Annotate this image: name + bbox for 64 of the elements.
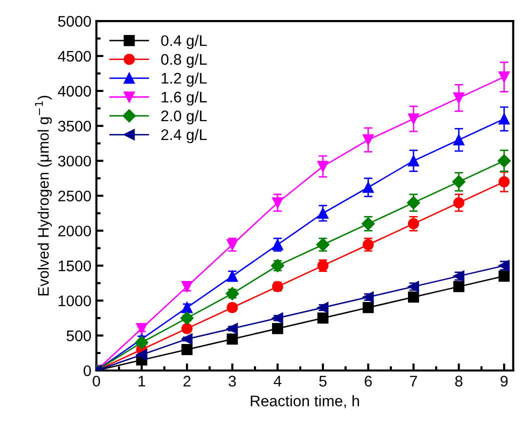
point [408, 292, 420, 303]
point [498, 270, 510, 282]
point [181, 302, 193, 314]
point [181, 333, 193, 345]
x-tick-label: 5 [319, 376, 327, 387]
point [453, 134, 464, 146]
y-tick-label: 3000 [58, 156, 91, 167]
point [136, 322, 148, 334]
point [362, 134, 374, 146]
point [362, 182, 374, 193]
x-tick-label: 9 [500, 376, 508, 387]
y-tick-label: 1000 [58, 295, 91, 306]
x-tick-label: 0 [92, 376, 100, 387]
point [226, 302, 238, 314]
x-axis-title: Reaction time, h [250, 395, 359, 408]
y-tick-label: 3500 [58, 120, 91, 132]
legend-label: 2.0 g/L [161, 110, 207, 124]
y-tick-label: 5000 [58, 16, 91, 27]
point [452, 175, 466, 188]
point [180, 311, 194, 325]
y-tick-label: 4500 [58, 50, 91, 62]
point [181, 322, 193, 334]
x-tick-label: 8 [455, 376, 462, 387]
point [498, 176, 510, 188]
y-axis-title: Evolved Hydrogen (μmol g$^{−1}$) [35, 96, 52, 296]
point [362, 302, 374, 314]
point [498, 113, 510, 124]
point [226, 333, 238, 345]
y-tick-label: 500 [66, 330, 91, 342]
point [181, 344, 193, 356]
point [453, 281, 464, 292]
legend-label: 1.6 g/L [162, 91, 207, 106]
y-tick-label: 2000 [58, 226, 91, 236]
point [272, 197, 284, 208]
point [226, 322, 238, 334]
legend-label: 0.4 g/L [161, 34, 207, 50]
point [317, 160, 328, 172]
legend-label: 2.4 g/L [161, 128, 207, 144]
point [181, 281, 193, 292]
point [272, 312, 284, 324]
legend-label: 1.2 g/L [162, 72, 207, 87]
point [498, 71, 510, 83]
x-tick-label: 1 [138, 376, 146, 386]
point [453, 92, 464, 104]
legend-label: 0.8 g/L [161, 54, 207, 68]
point [498, 154, 511, 168]
x-tick-label: 2 [184, 376, 190, 386]
point [408, 155, 420, 166]
x-tick-label: 7 [410, 376, 417, 386]
x-tick-label: 6 [364, 376, 372, 387]
point [406, 196, 420, 210]
y-tick-label: 0 [84, 365, 91, 376]
point [408, 113, 420, 124]
y-tick-label: 1500 [58, 260, 91, 272]
point [135, 336, 148, 350]
x-tick-label: 4 [274, 376, 282, 386]
point [317, 208, 328, 219]
x-tick-label: 3 [228, 376, 236, 387]
point [453, 197, 464, 208]
point [136, 349, 148, 360]
y-tick-label: 2500 [58, 190, 91, 202]
y-tick-label: 4000 [58, 86, 91, 97]
point [272, 322, 284, 334]
point [317, 312, 328, 324]
